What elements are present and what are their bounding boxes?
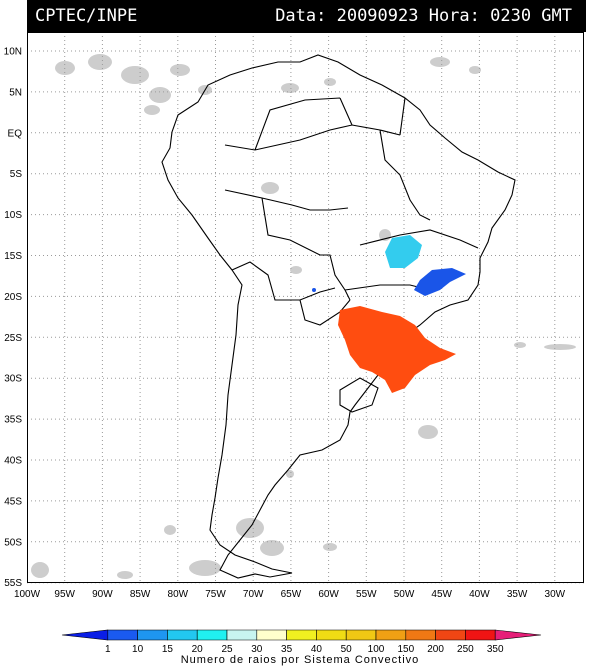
minas-system <box>414 268 466 296</box>
lat-label: 5S <box>10 169 23 180</box>
colorbar-label: 30 <box>251 644 263 655</box>
mato-grosso-dot <box>312 288 316 292</box>
lat-label: 30S <box>4 374 22 385</box>
lat-label: 55S <box>4 578 22 589</box>
lon-label: 80W <box>168 589 189 600</box>
colorbar-swatch <box>435 629 466 641</box>
colorbar-label: 150 <box>397 644 414 655</box>
convective-systems <box>312 235 466 393</box>
lon-label: 35W <box>507 589 528 600</box>
colorbar-swatch <box>405 629 436 641</box>
lat-label: 10N <box>4 47 22 58</box>
colorbar-label: 100 <box>368 644 385 655</box>
colorbar-labels: 1 10 15 20 25 30 35 40 50 100 150 200 250 350 <box>105 644 504 655</box>
colorbar-label: 350 <box>487 644 504 655</box>
lon-label: 85W <box>130 589 151 600</box>
lat-label: 10S <box>4 210 22 221</box>
colorbar-swatch <box>226 629 258 641</box>
colorbar-label: 1 <box>105 644 111 655</box>
lightning-map: 10N5NEQ5S10S15S20S25S30S35S40S45S50S55S … <box>4 32 584 600</box>
lat-label: 50S <box>4 537 22 548</box>
lat-label: EQ <box>8 128 23 139</box>
colorbar: 1 10 15 20 25 30 35 40 50 100 150 200 250 350 <box>61 629 542 655</box>
colorbar-label: 35 <box>281 644 293 655</box>
south-brazil-system <box>338 306 456 393</box>
lat-label: 40S <box>4 456 22 467</box>
colorbar-label: 10 <box>132 644 144 655</box>
colorbar-swatch <box>167 629 198 641</box>
lon-label: 55W <box>356 589 377 600</box>
lon-label: 40W <box>469 589 490 600</box>
latitude-labels: 10N 5N EQ 5S 10S 15S 20S 25S 30S 35S 40S 45S 50S 55S <box>4 47 23 590</box>
lat-label: 5N <box>9 87 22 98</box>
lon-label: 90W <box>92 589 113 600</box>
cloud-cover <box>31 54 576 579</box>
uruguay-outline <box>339 377 379 413</box>
colorbar-label: 200 <box>427 644 444 655</box>
lat-lon-grid <box>27 32 584 584</box>
colorbar-label: 50 <box>341 644 353 655</box>
colorbar-swatch <box>107 629 138 641</box>
colorbar-swatch <box>345 629 377 641</box>
lon-label: 60W <box>318 589 339 600</box>
lon-label: 95W <box>54 589 75 600</box>
colorbar-swatch <box>61 629 109 641</box>
colorbar-swatch <box>465 629 496 641</box>
lon-label: 45W <box>431 589 452 600</box>
lat-label: 35S <box>4 415 22 426</box>
lon-label: 75W <box>205 589 226 600</box>
colorbar-swatch <box>316 629 347 641</box>
colorbar-label: 40 <box>311 644 323 655</box>
lon-label: 65W <box>281 589 302 600</box>
lon-label: 30W <box>545 589 566 600</box>
colorbar-swatch <box>196 629 228 641</box>
longitude-labels: 100W 95W 90W 85W 80W 75W 70W 65W 60W 55W 50W 45W 40W… <box>14 589 566 600</box>
colorbar-swatch <box>494 629 542 641</box>
source-label: CPTEC/INPE <box>35 6 138 26</box>
lon-label: 50W <box>394 589 415 600</box>
lat-label: 25S <box>4 333 22 344</box>
colorbar-label: 250 <box>457 644 474 655</box>
colorbar-label: 25 <box>221 644 233 655</box>
datetime-label: Data: 20090923 Hora: 0230 GMT <box>275 6 572 26</box>
lat-label: 15S <box>4 251 22 262</box>
map-frame <box>27 32 584 583</box>
colorbar-label: 20 <box>192 644 204 655</box>
colorbar-label: 15 <box>162 644 174 655</box>
goias-system <box>385 235 422 268</box>
title-bar: CPTEC/INPE Data: 20090923 Hora: 0230 GMT <box>27 0 586 32</box>
colorbar-swatch <box>137 629 168 641</box>
lon-label: 70W <box>243 589 264 600</box>
lon-label: 100W <box>14 589 41 600</box>
colorbar-swatch <box>375 629 407 641</box>
lat-label: 20S <box>4 292 22 303</box>
colorbar-title: Numero de raios por Sistema Convectivo <box>180 654 420 666</box>
lat-label: 45S <box>4 496 22 507</box>
continent-outline <box>161 54 516 579</box>
colorbar-swatch <box>256 629 287 641</box>
colorbar-boxes <box>61 629 542 641</box>
colorbar-swatch <box>286 629 317 641</box>
